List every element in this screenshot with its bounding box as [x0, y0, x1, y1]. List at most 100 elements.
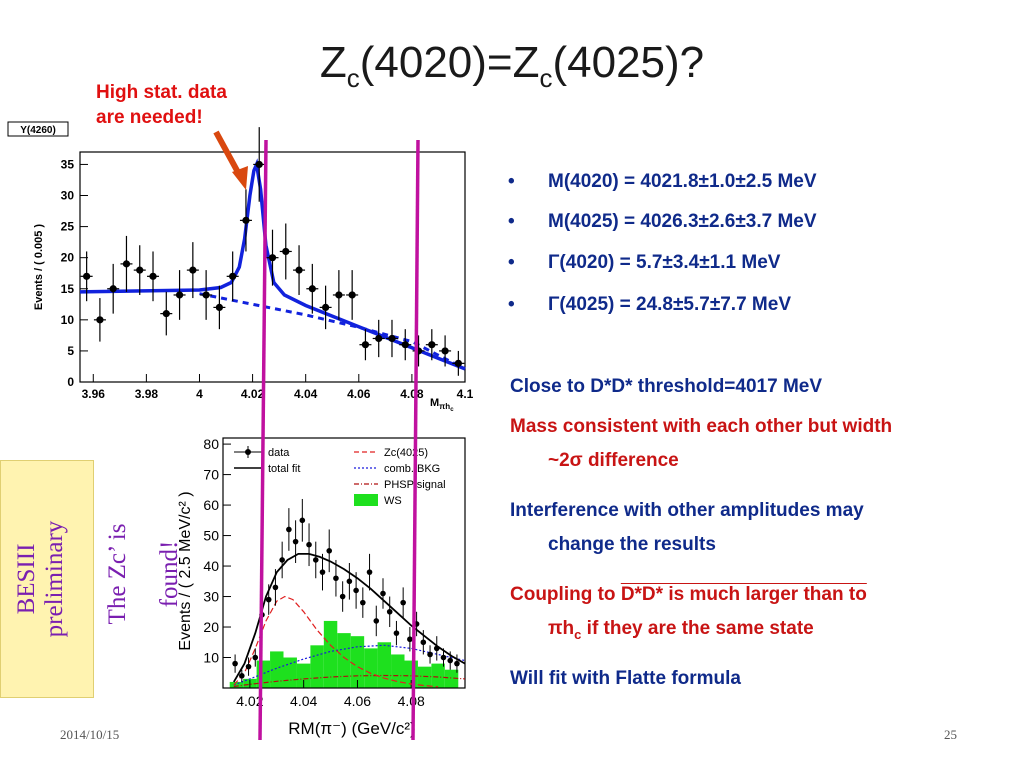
ws-histogram-bar [391, 654, 405, 688]
zc-found-label-1: The Zc’ is [104, 523, 131, 625]
bottom-xtick-label: 4.08 [398, 693, 425, 709]
bottom-data-point [339, 593, 346, 600]
comb-bkg-curve [233, 644, 466, 686]
bottom-data-point [299, 517, 306, 524]
top-ytick-label: 10 [61, 313, 75, 327]
bottom-data-point [386, 608, 393, 615]
top-data-point [308, 285, 316, 293]
para-interference: Interference with other amplitudes may c… [510, 500, 864, 555]
top-data-point [96, 316, 104, 324]
top-ytick-label: 15 [61, 282, 75, 296]
high-stat-annotation: High stat. data are needed! [96, 80, 227, 130]
legend-total-fit-label: total fit [268, 463, 300, 475]
top-data-point [401, 341, 409, 349]
top-data-point [162, 310, 170, 318]
bottom-data-point [440, 654, 447, 661]
top-data-point [83, 272, 91, 280]
bottom-data-point [420, 639, 427, 646]
top-xtick-label: 4 [196, 387, 203, 401]
bottom-data-point [252, 654, 259, 661]
top-data-point [136, 266, 144, 274]
ws-histogram-bar [270, 651, 284, 688]
top-data-point [268, 254, 277, 262]
top-data-point [255, 160, 263, 169]
bottom-data-point [279, 557, 285, 563]
bottom-ytick-label: 70 [203, 467, 219, 483]
top-xtick-label: 4.02 [241, 387, 265, 401]
bottom-data-point [454, 660, 460, 667]
top-ytick-label: 5 [67, 344, 74, 358]
top-xtick-label: 4.04 [294, 387, 318, 401]
bottom-data-point [447, 657, 454, 664]
bottom-data-point [346, 578, 353, 585]
slide-title: Zc(4020)=Zc(4025)? [319, 38, 705, 93]
preliminary-label: preliminary [41, 520, 68, 638]
para-flatte: Will fit with Flatte formula [510, 668, 741, 689]
bottom-data-point [433, 645, 440, 652]
bottom-xtick-label: 4.02 [236, 693, 263, 709]
top-data-point [441, 347, 449, 355]
top-data-point [109, 285, 117, 293]
ws-histogram-bar [350, 636, 365, 688]
top-data-point [282, 247, 290, 256]
bottom-data-point [319, 569, 326, 575]
y4260-label-box [7, 121, 69, 137]
bottom-data-point [292, 538, 299, 545]
legend-ws-label: WS [384, 495, 402, 507]
top-xtick-label: 3.96 [82, 387, 106, 401]
bottom-ytick-label: 60 [203, 497, 219, 513]
bottom-xlabel: RM(π⁻) (GeV/c²) [288, 719, 415, 738]
ws-histogram-bar [444, 669, 459, 688]
bottom-data-point [373, 618, 380, 624]
bottom-ytick-label: 20 [203, 619, 219, 635]
bottom-data-point [286, 526, 292, 533]
bottom-data-point [239, 673, 245, 679]
bottom-data-point [306, 541, 312, 548]
top-data-point [215, 303, 223, 312]
bottom-data-point [259, 612, 265, 618]
ws-histogram-bar [296, 663, 311, 688]
bottom-ytick-label: 50 [203, 528, 219, 544]
bottom-data-point [360, 599, 366, 606]
besiii-preliminary-box: BESIII preliminary [0, 460, 94, 698]
top-background-curve [199, 292, 466, 371]
para-threshold: Close to D*D* threshold=4017 MeV [510, 376, 823, 397]
bottom-data-point [380, 590, 386, 597]
bottom-ytick-label: 10 [203, 650, 219, 666]
bottom-data-point [272, 584, 279, 591]
top-xtick-label: 4.1 [457, 387, 474, 401]
ws-histogram-bar [377, 642, 392, 688]
bottom-ytick-label: 40 [203, 558, 219, 574]
bottom-data-point [326, 548, 333, 554]
legend-comb-bkg-label: comb. BKG [384, 463, 440, 475]
bottom-total-fit-curve [233, 553, 466, 683]
bottom-xtick-label: 4.04 [290, 693, 317, 709]
top-xtick-label: 4.08 [400, 387, 424, 401]
legend-data-label: data [268, 447, 290, 459]
phsp-signal-curve [233, 674, 466, 688]
ws-histogram-bar [364, 648, 378, 688]
top-ytick-label: 30 [61, 189, 75, 203]
bottom-xtick-label: 4.06 [344, 693, 371, 709]
bottom-data-point [407, 636, 413, 643]
top-data-point [202, 291, 210, 299]
top-data-point [454, 359, 462, 367]
y4260-label: Y(4260) [20, 125, 56, 136]
bottom-data-point [353, 587, 359, 594]
ws-histogram-bar [310, 645, 324, 688]
top-ytick-label: 0 [67, 375, 74, 389]
bottom-data-point [400, 599, 406, 606]
bottom-data-point [366, 569, 373, 575]
top-ytick-label: 35 [61, 157, 75, 171]
bottom-data-point [413, 621, 420, 627]
legend-ws-sample [354, 494, 378, 506]
top-data-point [348, 291, 356, 299]
legend-phsp-label: PHSP signal [384, 479, 446, 491]
zc-found-label-2: found! [156, 540, 183, 608]
chart-top-mass-spectrum: Y(4260) 0 5 10 15 20 25 30 35 3.96 3.98 4 4.02 4.04 4.… [7, 121, 474, 413]
top-xtick-label: 3.98 [135, 387, 159, 401]
top-data-point [189, 266, 197, 274]
footer-date: 2014/10/15 [60, 727, 120, 742]
top-plot-frame [79, 151, 466, 383]
top-data-point [175, 291, 184, 299]
